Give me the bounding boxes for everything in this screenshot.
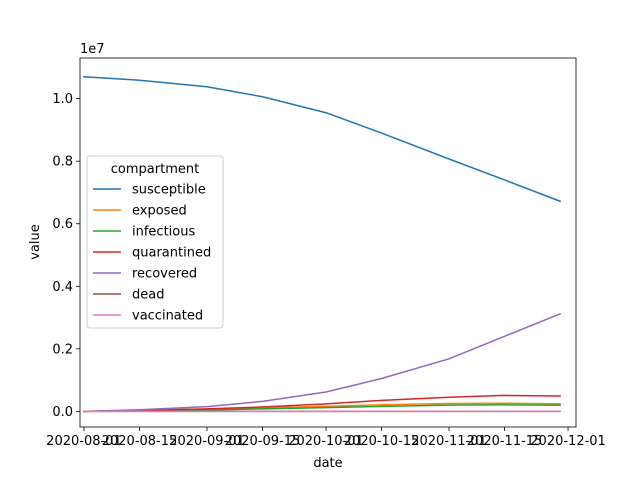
legend-box [86,155,224,329]
legend-label-dead: dead [132,288,164,303]
x-tick-label: 2020-10-01 [288,434,364,449]
y-offset-text: 1e7 [80,42,105,57]
y-tick-label: 0.0 [52,405,73,420]
x-axis-ticks: 2020-08-012020-08-152020-09-012020-09-15… [46,427,606,449]
legend-title: compartment [111,162,199,177]
legend-label-vaccinated: vaccinated [132,309,203,324]
legend-label-exposed: exposed [132,204,187,219]
y-tick-label: 1.0 [52,92,73,107]
series-line-quarantined [83,394,561,413]
legend-label-susceptible: susceptible [132,183,206,198]
legend: compartment susceptible exposed infectious… [86,155,224,329]
x-tick-label: 2020-12-01 [530,434,606,449]
series-layer [83,75,562,413]
legend-label-infectious: infectious [132,225,195,240]
y-tick-label: 0.4 [52,280,73,295]
x-tick-label: 2020-11-01 [411,434,487,449]
series-line-susceptible [83,75,562,203]
y-axis-ticks: 0.0 0.2 0.4 0.6 0.8 1.0 [52,92,80,420]
x-tick-label: 2020-10-15 [344,434,420,449]
legend-label-quarantined: quarantined [132,246,211,261]
x-tick-label: 2020-09-01 [169,434,245,449]
x-axis-label: date [313,456,342,471]
y-axis-label: value [28,224,43,260]
x-tick-label: 2020-11-15 [467,434,543,449]
x-tick-label: 2020-08-15 [102,434,178,449]
y-tick-label: 0.8 [52,155,73,170]
x-tick-label: 2020-08-01 [46,434,122,449]
y-tick-label: 0.2 [52,342,73,357]
x-tick-label: 2020-09-15 [225,434,301,449]
series-line-recovered [83,312,562,413]
y-tick-label: 0.6 [52,217,73,232]
legend-label-recovered: recovered [132,267,197,282]
legend-items: susceptible exposed infectious quarantined r… [93,183,211,324]
plot-frame [79,57,577,428]
